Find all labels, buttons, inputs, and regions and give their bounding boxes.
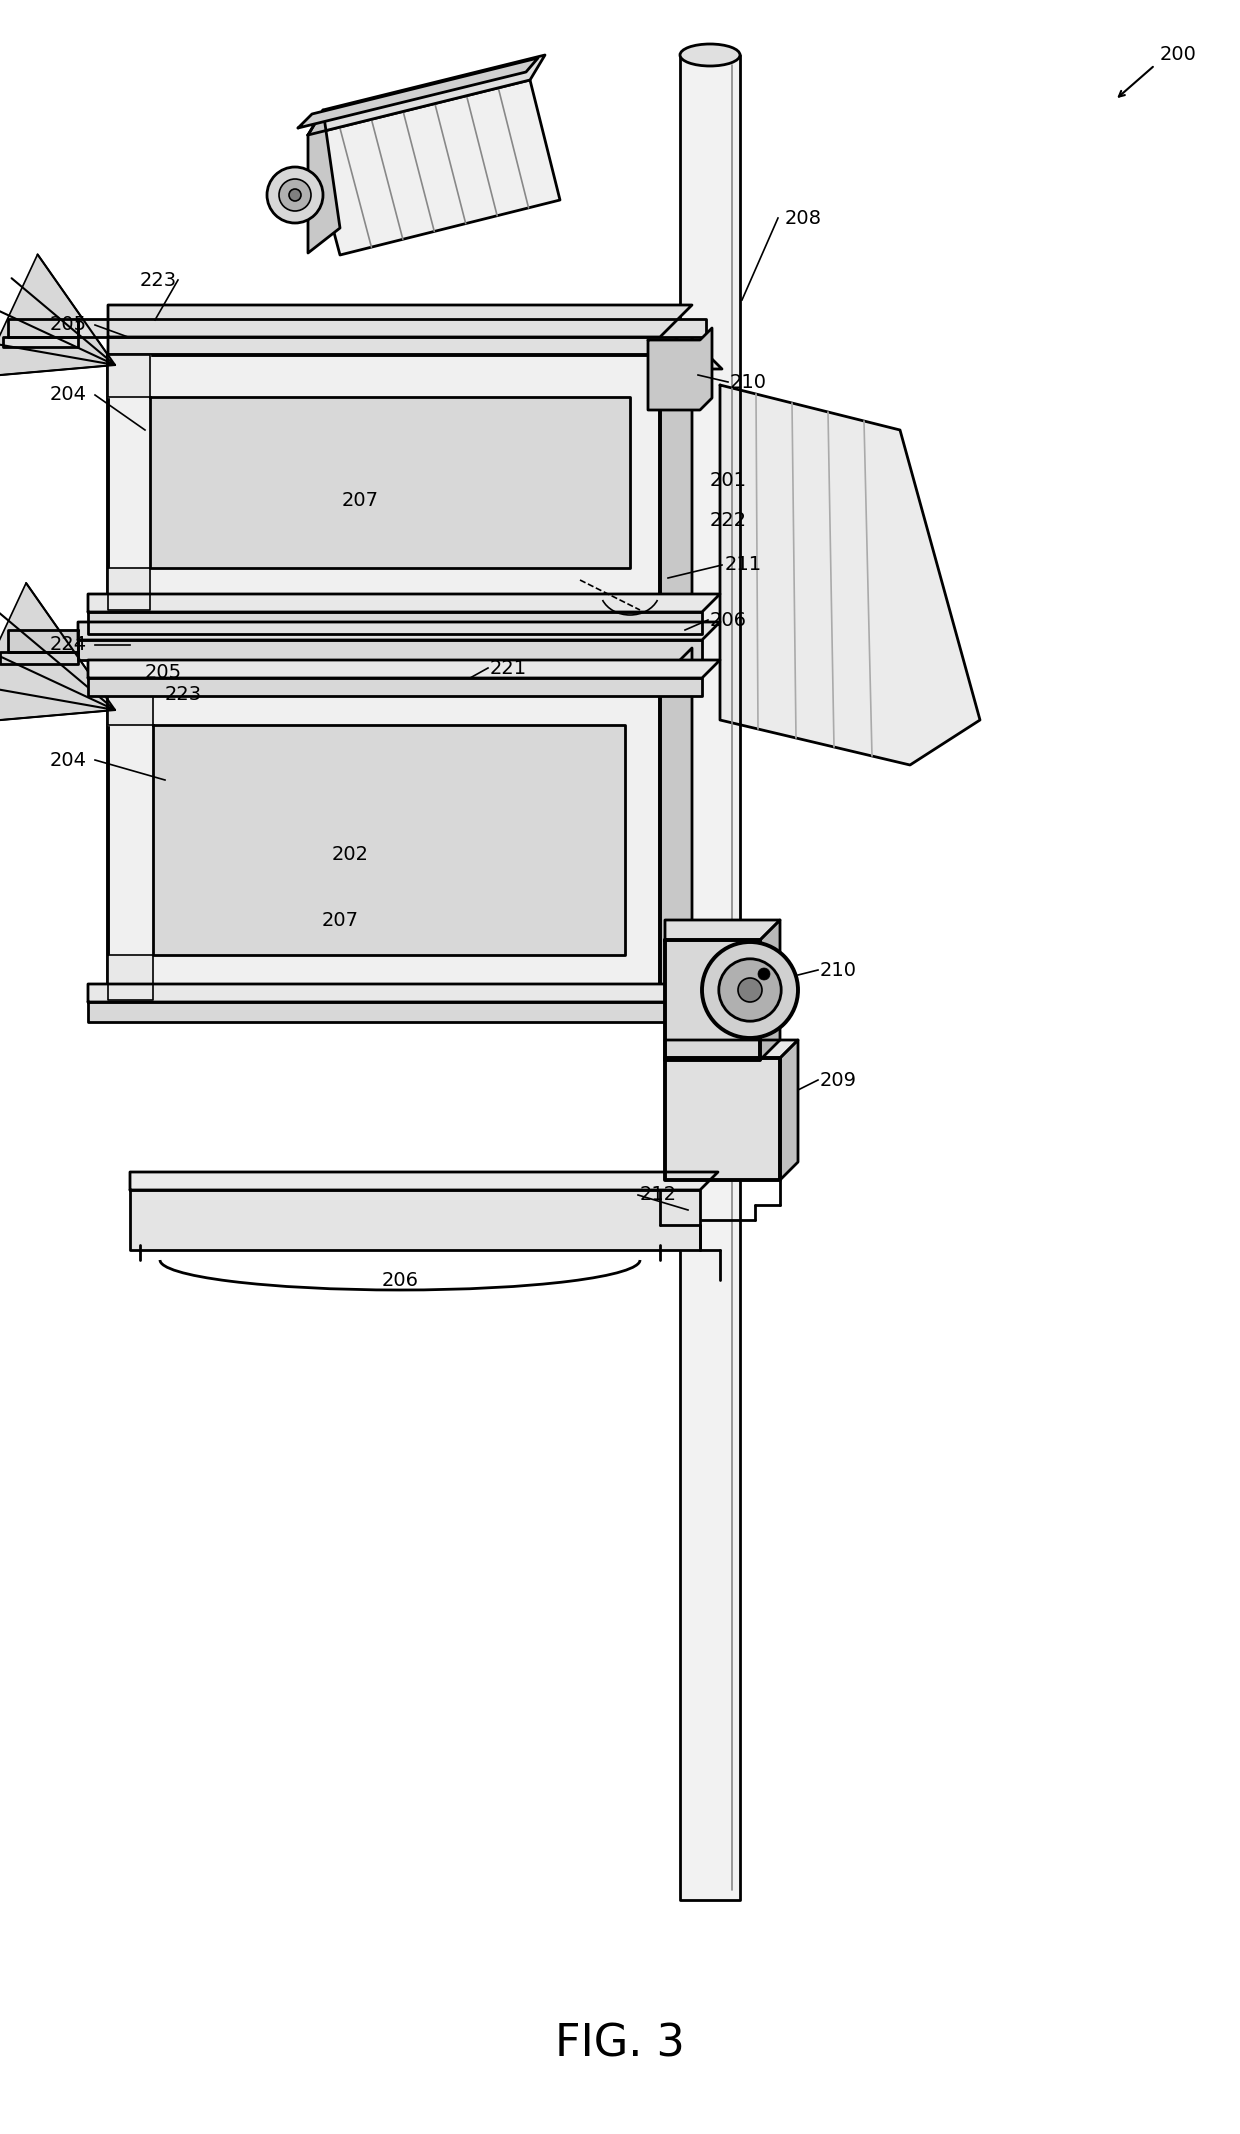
Polygon shape xyxy=(130,1172,718,1191)
Polygon shape xyxy=(88,659,720,679)
Text: 223: 223 xyxy=(140,271,177,290)
Text: 205: 205 xyxy=(50,316,87,335)
Polygon shape xyxy=(108,354,150,397)
Polygon shape xyxy=(108,956,153,1001)
Polygon shape xyxy=(130,1191,701,1251)
Polygon shape xyxy=(108,568,150,610)
Text: 207: 207 xyxy=(341,491,378,510)
Text: 207: 207 xyxy=(321,911,358,930)
Text: 221: 221 xyxy=(490,659,527,676)
Circle shape xyxy=(267,166,322,222)
Polygon shape xyxy=(308,111,340,254)
Text: 211: 211 xyxy=(725,555,763,574)
Polygon shape xyxy=(150,397,630,568)
Polygon shape xyxy=(88,984,720,1003)
Polygon shape xyxy=(78,640,702,659)
Text: 223: 223 xyxy=(165,685,202,704)
Text: 200: 200 xyxy=(1159,45,1197,64)
Polygon shape xyxy=(108,337,722,369)
Text: 202: 202 xyxy=(331,845,368,864)
Polygon shape xyxy=(665,1039,799,1058)
Polygon shape xyxy=(0,583,115,723)
Circle shape xyxy=(758,969,770,980)
Polygon shape xyxy=(7,630,78,653)
Polygon shape xyxy=(665,1058,780,1180)
Polygon shape xyxy=(649,329,712,410)
Polygon shape xyxy=(680,55,740,1899)
Polygon shape xyxy=(108,681,153,726)
Text: 210: 210 xyxy=(730,373,768,391)
Polygon shape xyxy=(665,939,760,1061)
Polygon shape xyxy=(108,681,660,1001)
Polygon shape xyxy=(78,318,706,337)
Text: 209: 209 xyxy=(820,1071,857,1090)
Circle shape xyxy=(738,977,763,1003)
Polygon shape xyxy=(88,1003,702,1022)
Polygon shape xyxy=(760,920,780,1061)
Ellipse shape xyxy=(680,45,740,66)
Polygon shape xyxy=(153,726,625,956)
Polygon shape xyxy=(78,621,720,640)
Circle shape xyxy=(279,179,311,211)
Polygon shape xyxy=(88,593,720,612)
Polygon shape xyxy=(108,354,660,610)
Text: 204: 204 xyxy=(50,751,87,770)
Text: 212: 212 xyxy=(640,1187,677,1204)
Polygon shape xyxy=(0,653,78,664)
Text: 205: 205 xyxy=(145,662,182,681)
Text: 201: 201 xyxy=(711,469,746,489)
Text: 206: 206 xyxy=(711,610,746,630)
Polygon shape xyxy=(88,679,702,696)
Polygon shape xyxy=(0,254,115,378)
Text: 204: 204 xyxy=(50,386,87,405)
Circle shape xyxy=(719,958,781,1022)
Polygon shape xyxy=(665,920,780,939)
Polygon shape xyxy=(108,305,692,337)
Polygon shape xyxy=(720,384,980,764)
Polygon shape xyxy=(308,55,546,134)
Circle shape xyxy=(289,190,301,201)
Polygon shape xyxy=(660,322,692,642)
Polygon shape xyxy=(660,649,692,1033)
Text: 208: 208 xyxy=(785,209,822,228)
Text: 210: 210 xyxy=(820,960,857,980)
Polygon shape xyxy=(780,1039,799,1180)
Polygon shape xyxy=(2,337,78,348)
Text: 222: 222 xyxy=(711,510,748,529)
Text: 224: 224 xyxy=(50,636,87,655)
Polygon shape xyxy=(88,612,702,634)
Text: 206: 206 xyxy=(382,1270,419,1289)
Polygon shape xyxy=(7,318,78,337)
Polygon shape xyxy=(298,58,538,128)
Text: FIG. 3: FIG. 3 xyxy=(556,2023,684,2066)
Circle shape xyxy=(702,941,799,1037)
Polygon shape xyxy=(308,79,560,254)
